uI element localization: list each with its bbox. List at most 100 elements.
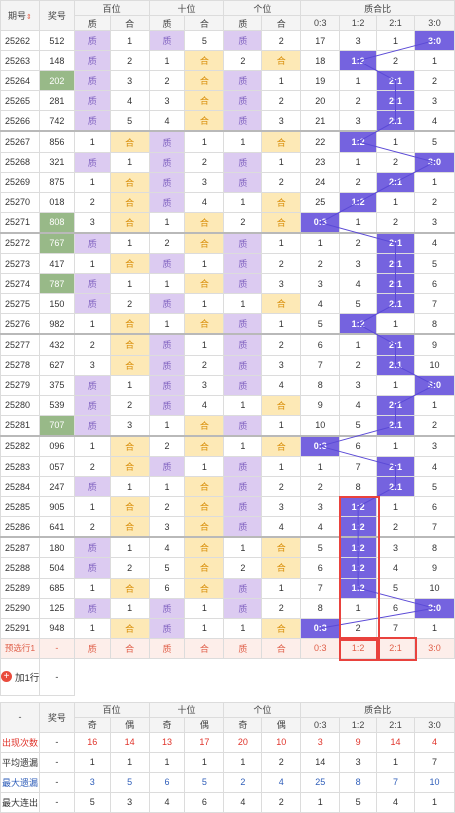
zhi-cell: 6 bbox=[148, 577, 186, 599]
ratio-hit-cell: 2:1 bbox=[376, 333, 415, 356]
sort-icon[interactable]: ⇕ bbox=[26, 14, 32, 21]
stats-blank-header: - bbox=[0, 701, 40, 733]
ratio-cell: 9 bbox=[413, 557, 455, 579]
period-cell: 25280 bbox=[0, 394, 40, 416]
zhi-cell: 1 bbox=[148, 211, 186, 234]
preselect-ratio-cell[interactable]: 1:2 bbox=[339, 637, 378, 659]
he-cell: 合 bbox=[184, 313, 225, 335]
table-row: 25288 504 质 2 5 合 2 合 6 1:2 4 9 bbox=[0, 557, 455, 579]
he-cell: 合 bbox=[109, 577, 150, 599]
zhi-cell: 质 bbox=[223, 577, 263, 599]
ratio-cell: 3 bbox=[339, 374, 378, 396]
he-cell: 1 bbox=[261, 455, 302, 478]
zhi-cell: 1 bbox=[223, 293, 263, 315]
zhi-cell: 质 bbox=[148, 597, 186, 619]
period-cell: 25285 bbox=[0, 496, 40, 518]
ratio-cell: 3 bbox=[413, 211, 455, 234]
stats-value: 4 bbox=[148, 791, 186, 813]
ratio-cell: 2 bbox=[339, 617, 378, 639]
he-cell: 合 bbox=[184, 434, 225, 457]
stats-even-header: 偶 bbox=[184, 716, 225, 733]
he-cell: 合 bbox=[184, 50, 225, 72]
stats-even-header: 偶 bbox=[261, 716, 302, 733]
ratio-cell: 1 bbox=[376, 130, 415, 153]
he-cell: 合 bbox=[261, 434, 302, 457]
he-cell: 合 bbox=[261, 130, 302, 153]
he-cell: 合 bbox=[261, 557, 302, 579]
stats-dash: - bbox=[38, 731, 75, 753]
stats-value: 3 bbox=[300, 731, 341, 753]
preselect-ratio-cell[interactable]: 3:0 bbox=[413, 637, 455, 659]
shi-zhi-header: 质 bbox=[148, 15, 186, 31]
stats-value: 14 bbox=[376, 731, 415, 753]
ratio-cell: 8 bbox=[300, 597, 341, 619]
table-row: 25275 150 质 2 质 1 1 合 4 5 2:1 7 bbox=[0, 293, 455, 315]
zhi-cell: 3 bbox=[148, 516, 186, 538]
he-cell: 合 bbox=[109, 516, 150, 538]
ratio-cell: 7 bbox=[376, 617, 415, 639]
he-cell: 4 bbox=[261, 516, 302, 538]
ratio-hit-cell: 3:0 bbox=[413, 597, 455, 619]
zhi-cell: 1 bbox=[148, 50, 186, 72]
award-cell: 685 bbox=[38, 577, 75, 599]
award-cell: 787 bbox=[38, 273, 75, 295]
ratio-cell: 6 bbox=[413, 496, 455, 518]
zhi-cell: 质 bbox=[73, 557, 111, 579]
ratio-cell: 21 bbox=[300, 110, 341, 132]
preselect-cell[interactable]: 合 bbox=[184, 637, 225, 659]
ratio-hit-cell: 2:1 bbox=[376, 394, 415, 416]
ratio-hit-cell: 2:1 bbox=[376, 253, 415, 275]
zhi-cell: 2 bbox=[73, 333, 111, 356]
stats-value: 4 bbox=[376, 791, 415, 813]
period-cell: 25273 bbox=[0, 253, 40, 275]
he-cell: 合 bbox=[184, 577, 225, 599]
preselect-cell[interactable]: 质 bbox=[73, 637, 111, 659]
he-cell: 1 bbox=[184, 293, 225, 315]
preselect-ratio-cell[interactable]: 2:1 bbox=[376, 637, 415, 659]
period-label: 期号 bbox=[8, 11, 27, 21]
preselect-cell[interactable]: 合 bbox=[261, 637, 302, 659]
preselect-cell[interactable]: 质 bbox=[148, 637, 186, 659]
period-header[interactable]: 期号⇕ bbox=[0, 0, 40, 31]
period-cell: 25289 bbox=[0, 577, 40, 599]
he-cell: 合 bbox=[109, 354, 150, 376]
period-cell: 25282 bbox=[0, 434, 40, 457]
he-cell: 1 bbox=[109, 536, 150, 559]
zhi-cell: 质 bbox=[148, 29, 186, 52]
stats-value: 10 bbox=[413, 771, 455, 793]
stats-row: 平均遗漏 -1 1 1 1 1 2 14 3 1 7 bbox=[0, 751, 455, 773]
preselect-cell[interactable]: 合 bbox=[109, 637, 150, 659]
ratio-cell: 1 bbox=[376, 434, 415, 457]
ratio-cell: 18 bbox=[300, 50, 341, 72]
he-cell: 2 bbox=[261, 597, 302, 619]
preselect-ratio-cell[interactable]: 0:3 bbox=[300, 637, 341, 659]
add-row-button[interactable]: + 加1行 bbox=[1, 670, 38, 684]
stats-value: 1 bbox=[223, 751, 263, 773]
ratio-hit-cell: 3:0 bbox=[413, 29, 455, 52]
period-cell: 25291 bbox=[0, 617, 40, 639]
award-cell: 321 bbox=[38, 151, 75, 173]
he-cell: 2 bbox=[109, 394, 150, 416]
stats-value: 1 bbox=[184, 751, 225, 773]
stats-value: 14 bbox=[109, 731, 150, 753]
ratio-hit-cell: 2:1 bbox=[376, 414, 415, 437]
award-cell: 641 bbox=[38, 516, 75, 538]
period-cell: 25274 bbox=[0, 273, 40, 295]
zhi-cell: 1 bbox=[148, 273, 186, 295]
ratio-cell: 19 bbox=[300, 70, 341, 92]
stats-label: 最大连出 bbox=[0, 791, 40, 813]
he-cell: 3 bbox=[109, 414, 150, 437]
he-cell: 3 bbox=[109, 70, 150, 92]
preselect-cell[interactable]: 质 bbox=[223, 637, 263, 659]
zhi-cell: 质 bbox=[223, 171, 263, 193]
zhi-cell: 质 bbox=[148, 455, 186, 478]
he-cell: 合 bbox=[184, 476, 225, 498]
he-cell: 合 bbox=[109, 496, 150, 518]
stats-shi-header: 十位 bbox=[148, 701, 225, 718]
ratio-hit-cell: 1:2 bbox=[339, 516, 378, 538]
period-cell: 25277 bbox=[0, 333, 40, 356]
ratio-hit-cell: 0:3 bbox=[300, 617, 341, 639]
period-cell: 25264 bbox=[0, 70, 40, 92]
period-cell: 25267 bbox=[0, 130, 40, 153]
bai-zhi-header: 质 bbox=[73, 15, 111, 31]
